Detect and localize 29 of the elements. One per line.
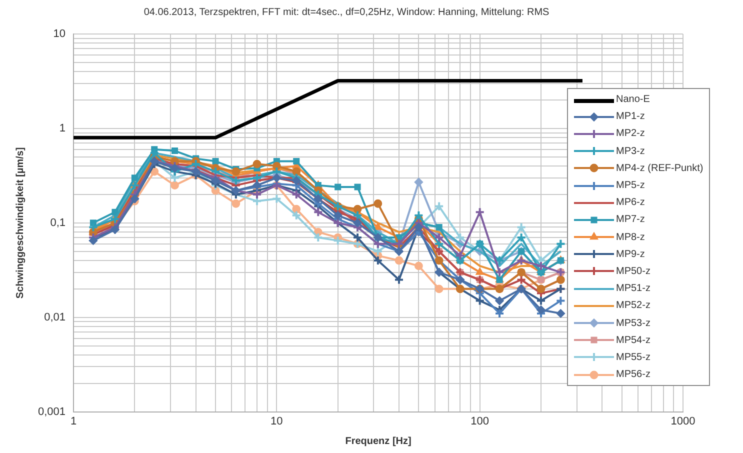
legend-label: MP9-z bbox=[616, 248, 645, 260]
legend-label: MP55-z bbox=[616, 352, 650, 363]
legend-label: MP8-z bbox=[616, 232, 645, 243]
x-tick-label: 10 bbox=[270, 415, 283, 428]
y-tick-label: 10 bbox=[53, 28, 66, 40]
legend-label: MP6-z bbox=[616, 197, 645, 208]
legend-label: MP4-z (REF-Punkt) bbox=[616, 162, 704, 174]
legend-label: MP2-z bbox=[616, 128, 645, 140]
y-tick-label: 0,01 bbox=[44, 311, 66, 324]
legend-label: MP5-z bbox=[616, 180, 645, 192]
y-tick-label: 0,001 bbox=[38, 406, 66, 418]
legend-label: MP54-z bbox=[616, 334, 650, 346]
legend-label: MP1-z bbox=[616, 111, 645, 122]
legend-label: MP7-z bbox=[616, 214, 645, 226]
legend-label: MP3-z bbox=[616, 146, 645, 157]
y-axis-title: Schwinggeschwindigkeit [µm/s] bbox=[14, 147, 26, 299]
x-tick-label: 1 bbox=[70, 415, 77, 428]
legend-label: Nano-E bbox=[616, 94, 650, 106]
x-tick-label: 1000 bbox=[670, 415, 696, 428]
y-tick-label: 1 bbox=[59, 122, 66, 134]
legend-label: MP53-z bbox=[616, 318, 650, 329]
legend-label: MP51-z bbox=[616, 283, 650, 294]
x-axis-title: Frequenz [Hz] bbox=[345, 436, 412, 447]
x-tick-label: 100 bbox=[470, 415, 490, 428]
legend-label: MP50-z bbox=[616, 266, 650, 277]
y-tick-label: 0,1 bbox=[50, 216, 66, 229]
legend-label: MP52-z bbox=[616, 300, 650, 312]
chart-title: 04.06.2013, Terzspektren, FFT mit: dt=4sec., df=0,25Hz, Window: Hanning, Mittelung: RMS bbox=[144, 6, 550, 18]
legend-label: MP56-z bbox=[616, 369, 650, 380]
